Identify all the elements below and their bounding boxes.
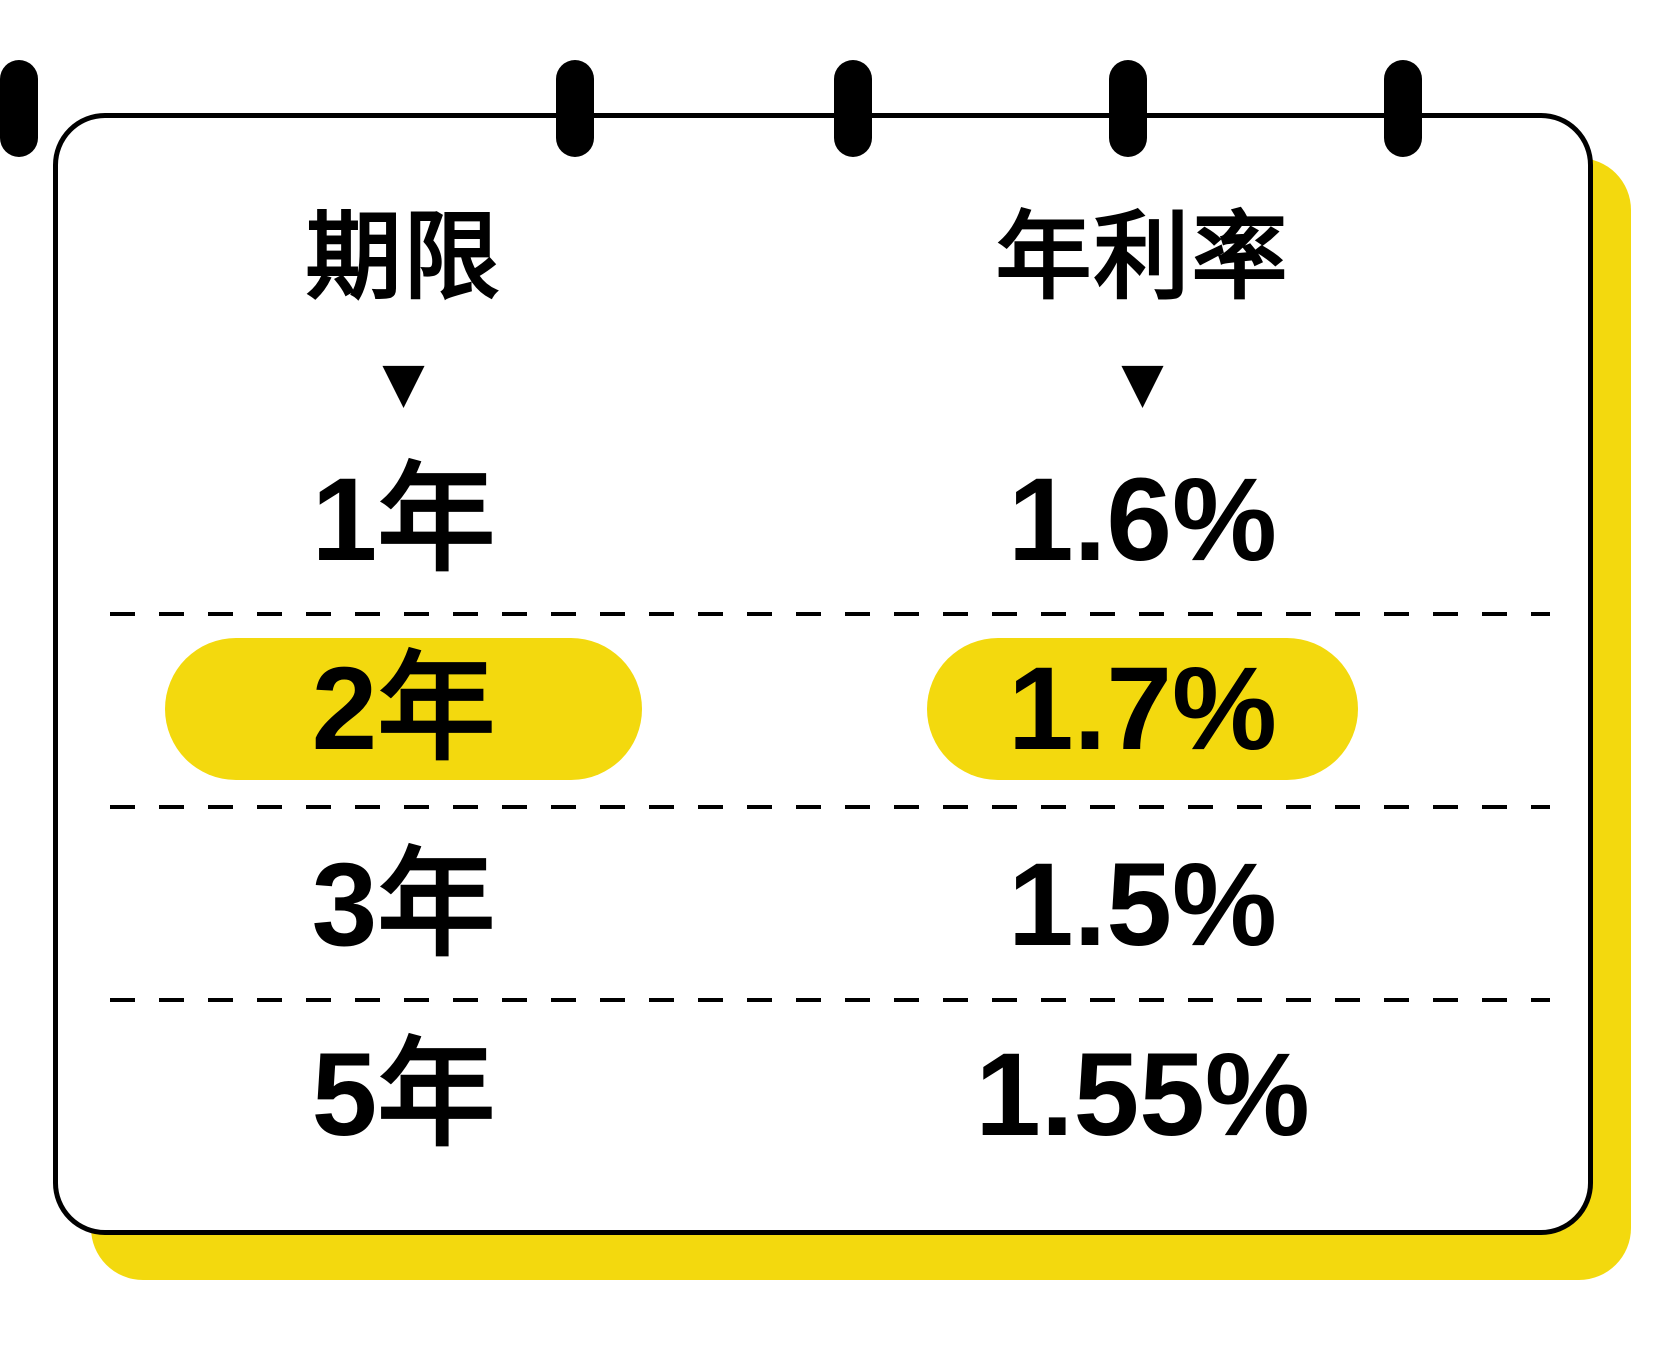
down-triangle-icon: ▼ [1106,343,1179,423]
term-value: 1年 [311,454,496,586]
binder-ring [834,60,872,157]
rate-column-header: 年利率 [995,204,1290,311]
binder-ring [1384,60,1422,157]
row-separator [110,612,1550,616]
binder-ring [0,60,38,157]
binder-ring [1109,60,1147,157]
term-column-header: 期限 [305,204,502,311]
row-separator [110,998,1550,1002]
term-value-highlight-pill: 2年 [165,638,642,780]
rate-value: 1.6% [1008,454,1277,586]
term-value: 5年 [311,1029,496,1161]
rate-value: 1.55% [975,1029,1310,1161]
calendar-card: 期限 年利率 ▼ ▼ 1年 1.6% 2年 1.7% 3年 1.5% 5年 1.… [53,113,1593,1235]
down-triangle-icon: ▼ [367,343,440,423]
rate-value-highlight-pill: 1.7% [927,638,1358,780]
term-value: 3年 [311,839,496,971]
rate-value: 1.5% [1008,839,1277,971]
binder-ring [556,60,594,157]
row-separator [110,805,1550,809]
